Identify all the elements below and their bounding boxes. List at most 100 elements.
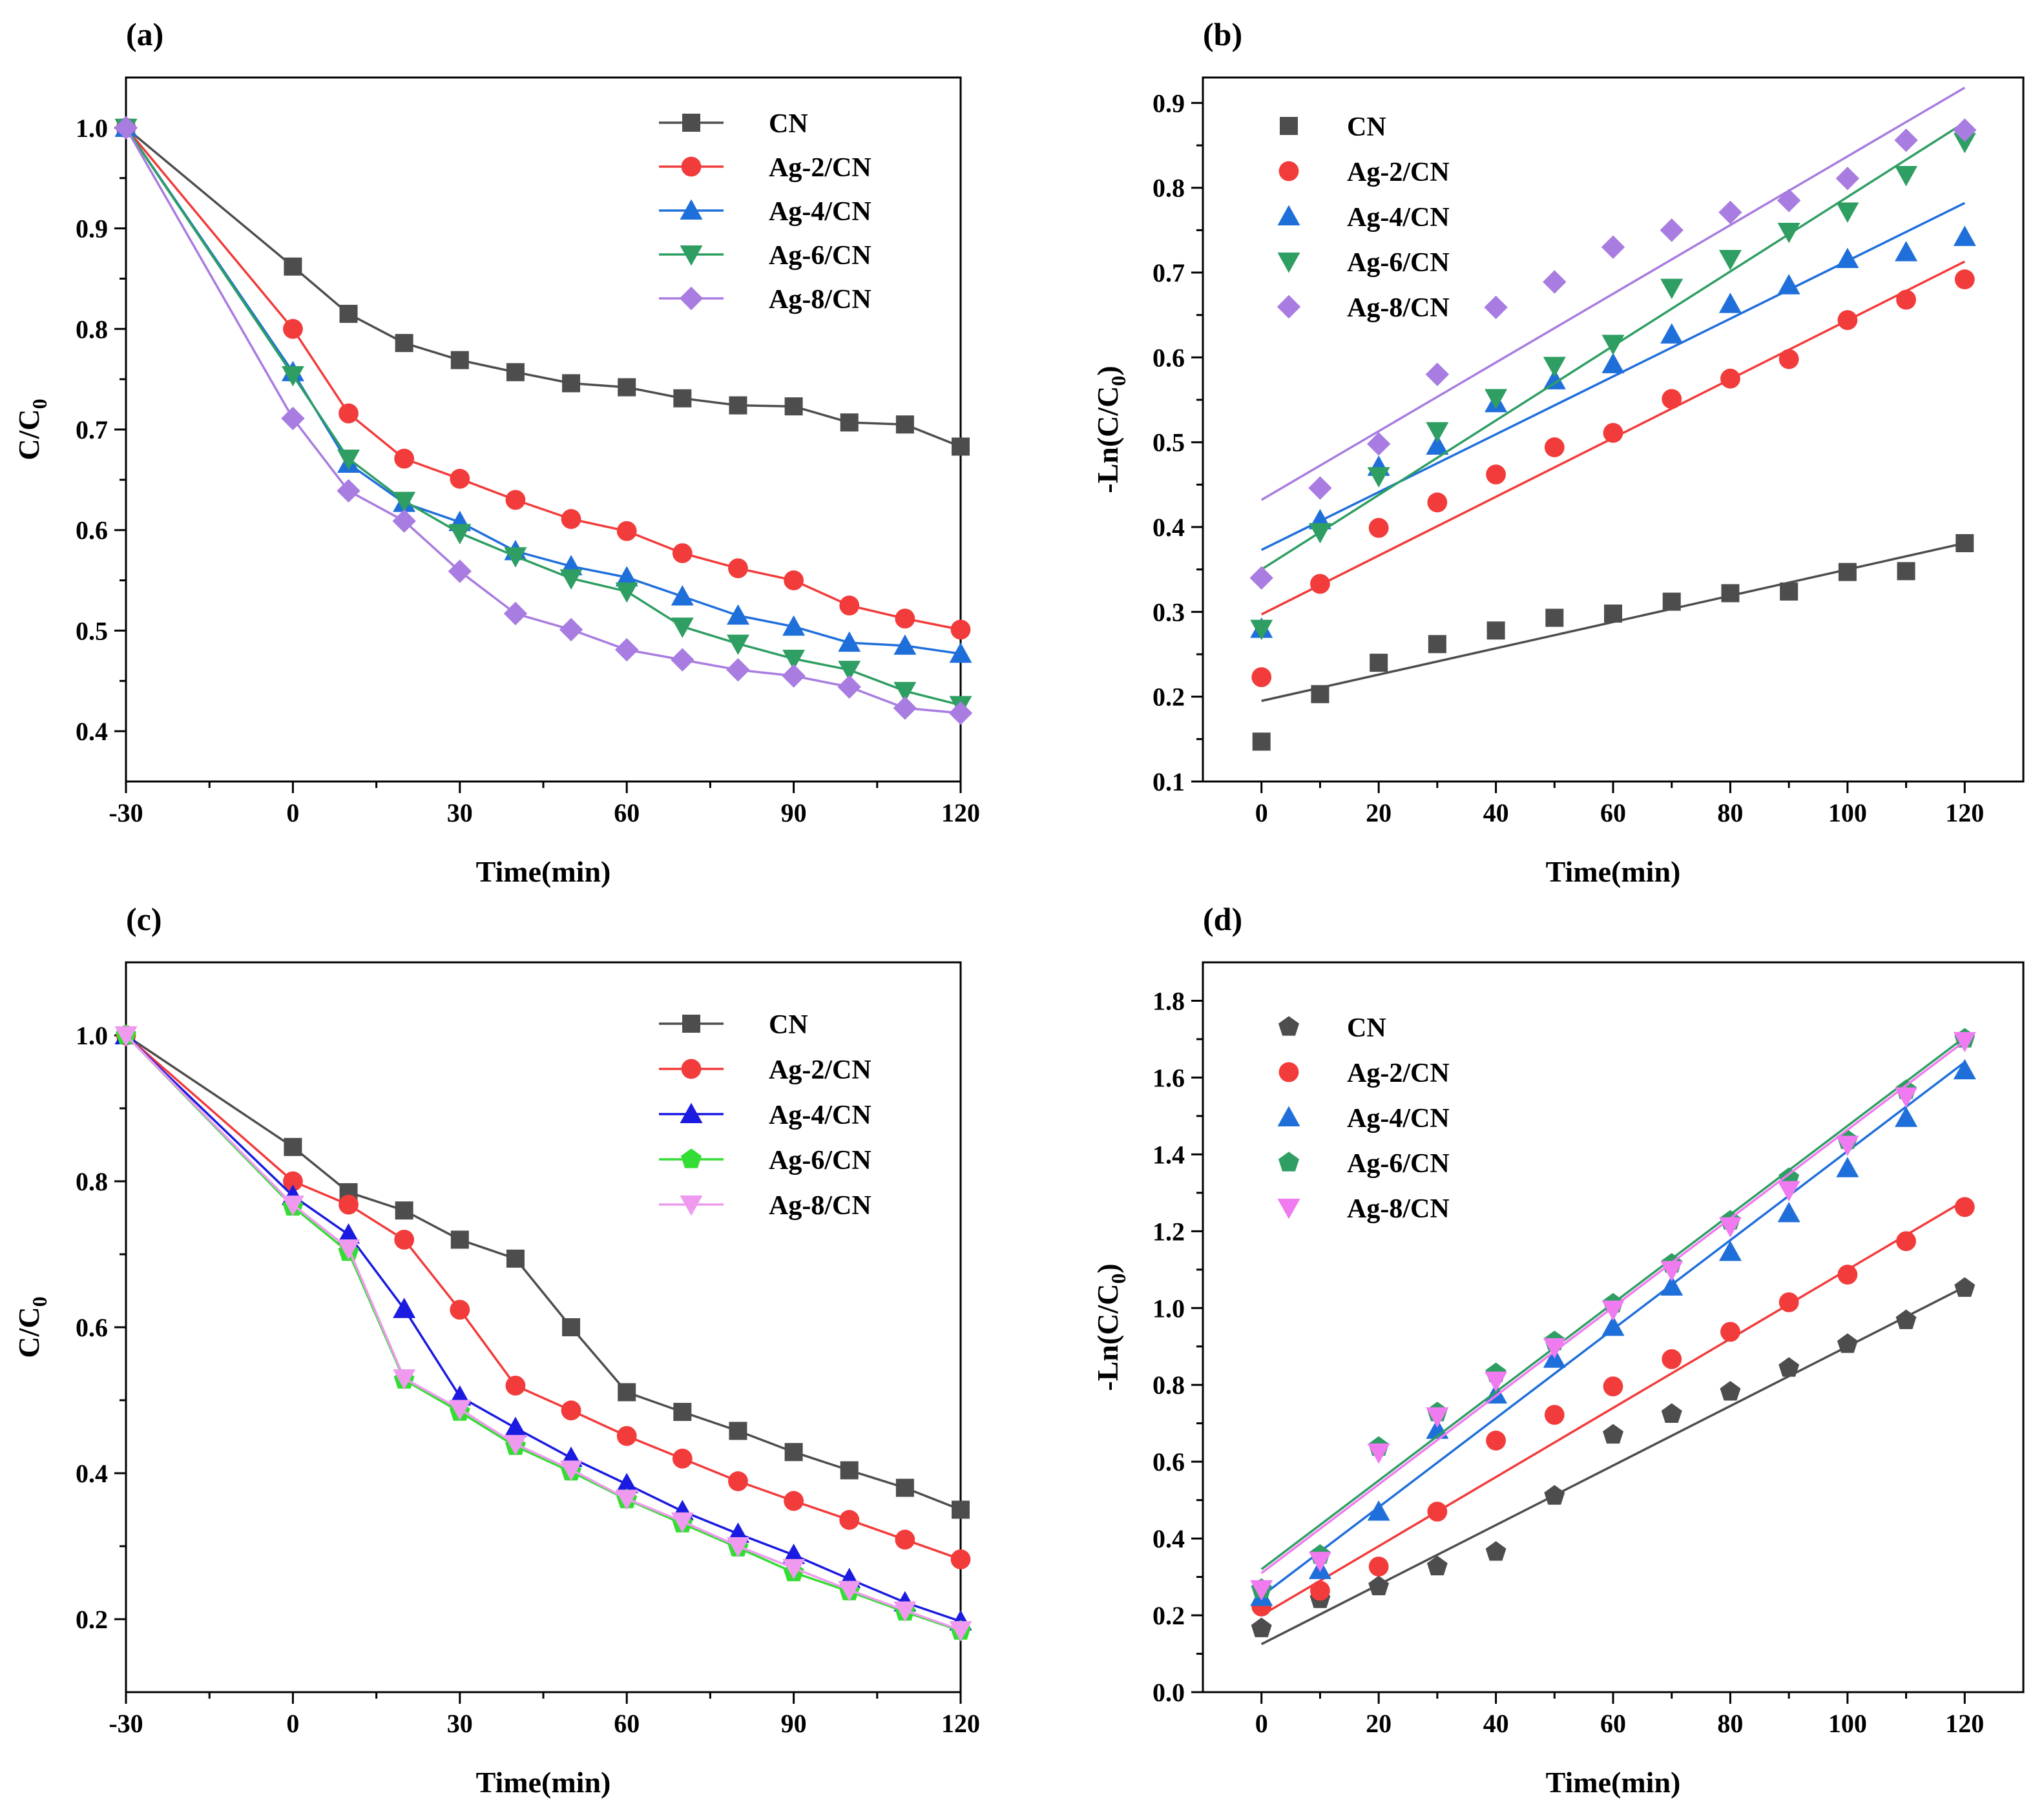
legend-entry: Ag-2/CN bbox=[1278, 1059, 1450, 1088]
legend-marker bbox=[682, 114, 700, 132]
data-point bbox=[1485, 1371, 1508, 1392]
data-point bbox=[1660, 1261, 1684, 1281]
y-axis-label: C/C0 bbox=[12, 1296, 51, 1358]
series-cn bbox=[117, 118, 970, 456]
data-point bbox=[1662, 389, 1682, 409]
data-point bbox=[837, 675, 861, 699]
data-point bbox=[615, 1489, 638, 1511]
data-point bbox=[671, 1512, 694, 1533]
y-tick-label: 0.4 bbox=[76, 717, 108, 746]
data-point bbox=[559, 569, 583, 590]
data-point bbox=[395, 1201, 413, 1220]
data-point bbox=[448, 1400, 472, 1421]
data-point bbox=[1368, 517, 1389, 538]
data-point bbox=[1311, 685, 1330, 703]
data-point bbox=[615, 637, 639, 662]
y-tick-label: 0.0 bbox=[1152, 1678, 1185, 1707]
legend-entry: Ag-6/CN bbox=[659, 1146, 871, 1175]
data-point bbox=[1249, 566, 1273, 590]
data-point bbox=[893, 634, 917, 655]
data-point bbox=[1778, 349, 1799, 369]
data-point bbox=[1777, 1201, 1800, 1223]
legend-marker bbox=[681, 1148, 702, 1168]
data-point bbox=[1720, 368, 1740, 389]
data-point bbox=[1894, 128, 1918, 152]
legend-marker bbox=[682, 1015, 700, 1033]
data-point bbox=[784, 397, 803, 416]
legend-entry: Ag-2/CN bbox=[659, 153, 871, 183]
series-line bbox=[125, 1034, 961, 1631]
data-point bbox=[615, 1473, 638, 1493]
legend-entry: CN bbox=[1278, 1013, 1386, 1043]
data-point bbox=[450, 1230, 469, 1249]
data-point bbox=[839, 595, 860, 616]
data-point bbox=[1310, 574, 1330, 594]
data-point bbox=[504, 1416, 527, 1437]
fit-line bbox=[1260, 87, 1966, 501]
data-point bbox=[1953, 132, 1976, 154]
data-point bbox=[1836, 1157, 1859, 1177]
data-point bbox=[784, 1443, 803, 1462]
x-tick-label: 0 bbox=[286, 1709, 299, 1738]
legend-entry: Ag-4/CN bbox=[1277, 203, 1450, 233]
y-axis-label: -Ln(C/C0) bbox=[1091, 366, 1130, 493]
data-point bbox=[1544, 437, 1565, 457]
data-point bbox=[618, 1383, 636, 1402]
legend-entry: Ag-8/CN bbox=[659, 285, 871, 315]
y-tick-label: 1.2 bbox=[1152, 1217, 1185, 1246]
data-point bbox=[1895, 1309, 1917, 1329]
legend-label: Ag-6/CN bbox=[1347, 248, 1450, 278]
data-point bbox=[394, 448, 415, 469]
y-axis-label-main: -Ln(C/C bbox=[1091, 1284, 1124, 1391]
data-point bbox=[1780, 582, 1799, 601]
data-point bbox=[448, 559, 472, 583]
data-point bbox=[615, 582, 638, 603]
legend-label: Ag-6/CN bbox=[1347, 1149, 1450, 1179]
series-ag-8-cn bbox=[114, 1026, 972, 1642]
data-point bbox=[1601, 335, 1625, 355]
legend-label: CN bbox=[1347, 1013, 1386, 1043]
x-tick-label: 60 bbox=[614, 798, 640, 827]
legend-entry: Ag-8/CN bbox=[1277, 1194, 1450, 1224]
legend-label: Ag-8/CN bbox=[769, 1191, 871, 1221]
legend-label: Ag-2/CN bbox=[769, 1055, 871, 1085]
data-point bbox=[1427, 1502, 1448, 1522]
data-point bbox=[838, 1580, 861, 1602]
data-point bbox=[283, 1171, 303, 1192]
data-point bbox=[281, 406, 305, 431]
y-tick-label: 0.5 bbox=[1152, 428, 1185, 457]
y-tick-label: 0.2 bbox=[1152, 683, 1185, 712]
data-point bbox=[1426, 434, 1449, 455]
data-point bbox=[337, 1239, 360, 1260]
legend-marker bbox=[1277, 1199, 1300, 1219]
data-point bbox=[1252, 732, 1271, 751]
legend-marker bbox=[1277, 205, 1300, 225]
data-point bbox=[895, 608, 915, 629]
legend-marker bbox=[680, 199, 703, 220]
data-point bbox=[283, 318, 303, 339]
x-tick-label: 40 bbox=[1483, 798, 1509, 827]
y-axis-label-main: C/C bbox=[12, 1307, 45, 1358]
x-tick-label: 80 bbox=[1717, 1709, 1743, 1738]
data-point bbox=[1778, 1292, 1799, 1312]
data-point bbox=[1603, 422, 1623, 443]
data-point bbox=[1484, 295, 1508, 320]
data-point bbox=[1603, 1423, 1623, 1444]
data-point bbox=[337, 479, 360, 503]
data-point bbox=[1428, 635, 1446, 654]
x-tick-label: 120 bbox=[1945, 1709, 1984, 1738]
legend-label: Ag-2/CN bbox=[769, 153, 871, 183]
legend-label: Ag-2/CN bbox=[1347, 158, 1450, 187]
data-point bbox=[671, 617, 694, 638]
x-axis-label: Time(min) bbox=[1546, 1766, 1681, 1799]
data-point bbox=[1426, 1407, 1449, 1428]
data-point bbox=[506, 363, 525, 382]
series-ag-2-cn bbox=[1251, 1197, 1975, 1617]
data-point bbox=[337, 450, 360, 470]
data-point bbox=[562, 1318, 581, 1336]
data-point bbox=[1250, 1580, 1273, 1601]
data-point bbox=[559, 1460, 583, 1481]
data-point bbox=[782, 664, 806, 688]
data-point bbox=[1251, 1617, 1272, 1637]
data-point bbox=[1953, 118, 1977, 142]
